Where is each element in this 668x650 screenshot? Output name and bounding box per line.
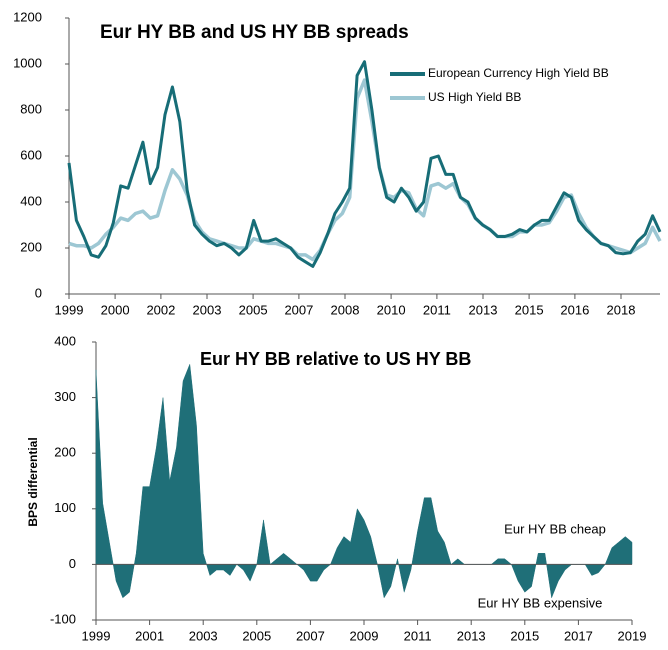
annotation: Eur HY BB cheap [504,521,606,536]
x-tick-label: 2005 [242,628,271,643]
x-tick-label: 2015 [515,302,544,317]
y-tick-label: 200 [20,239,42,254]
y-tick-label: 800 [20,101,42,116]
x-tick-label: 1999 [55,302,84,317]
y-tick-label: 300 [54,389,76,404]
x-tick-label: 2008 [331,302,360,317]
x-tick-label: 2000 [101,302,130,317]
legend-label: US High Yield BB [428,90,521,104]
y-tick-label: -100 [50,611,76,626]
y-tick-label: 1000 [13,55,42,70]
y-axis-label: BPS differential [26,437,40,526]
x-tick-label: 2002 [146,302,175,317]
x-tick-label: 2010 [377,302,406,317]
chart-title: Eur HY BB relative to US HY BB [200,349,471,369]
y-tick-label: 1200 [13,9,42,24]
x-tick-label: 2003 [193,302,222,317]
x-tick-label: 2016 [560,302,589,317]
x-tick-label: 2013 [457,628,486,643]
x-tick-label: 2011 [423,302,451,317]
line-series [67,60,662,268]
y-tick-label: 100 [54,500,76,515]
x-tick-label: 2005 [239,302,268,317]
y-tick-label: 400 [20,193,42,208]
annotation: Eur HY BB expensive [478,595,603,610]
y-tick-label: 400 [54,333,76,348]
x-tick-label: 2003 [189,628,218,643]
x-tick-label: 2019 [618,628,647,643]
x-tick-label: 2011 [404,628,432,643]
x-tick-label: 2018 [607,302,636,317]
legend-label: European Currency High Yield BB [428,66,609,80]
x-tick-label: 2017 [564,628,593,643]
y-tick-label: 600 [20,147,42,162]
chart-title: Eur HY BB and US HY BB spreads [100,22,409,43]
y-tick-label: 0 [69,556,76,571]
x-tick-label: 2015 [510,628,539,643]
area-series [95,364,633,599]
x-tick-label: 2001 [135,628,164,643]
x-tick-label: 1999 [82,628,111,643]
x-tick-label: 2007 [296,628,325,643]
x-tick-label: 2009 [350,628,379,643]
y-tick-label: 200 [54,445,76,460]
line-series [68,78,662,262]
x-tick-label: 2013 [469,302,498,317]
y-tick-label: 0 [35,285,42,300]
x-tick-label: 2007 [284,302,313,317]
